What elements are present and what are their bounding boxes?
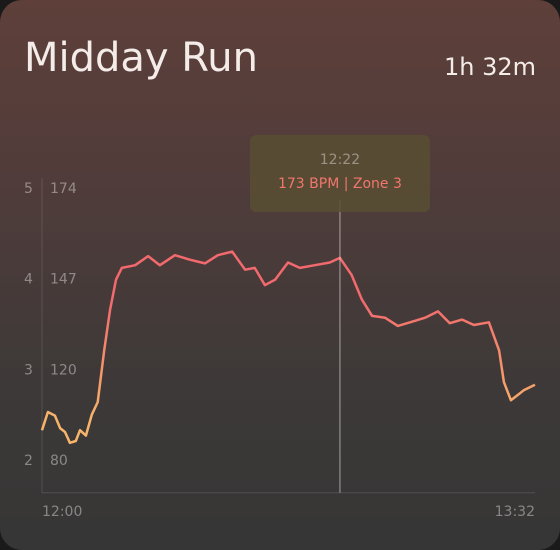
zone-tick-label: 5 (24, 181, 33, 197)
duration: 1h 32m (444, 53, 536, 81)
heart-rate-line (40, 250, 536, 445)
tooltip-value: 173 BPM | Zone 3 (278, 176, 402, 192)
x-tick-label: 13:32 (495, 504, 535, 520)
bpm-tick-label: 80 (50, 453, 68, 469)
zone-tick-label: 4 (24, 272, 33, 288)
tooltip (249, 135, 430, 212)
zone-tick-label: 2 (24, 453, 33, 469)
title: Midday Run (24, 35, 258, 81)
zone-tick-label: 3 (24, 362, 33, 378)
bpm-tick-label: 120 (50, 362, 77, 378)
bpm-tick-label: 147 (50, 272, 77, 288)
bpm-tick-label: 174 (50, 181, 77, 197)
tooltip-time: 12:22 (320, 152, 360, 168)
x-tick-label: 12:00 (42, 504, 82, 520)
